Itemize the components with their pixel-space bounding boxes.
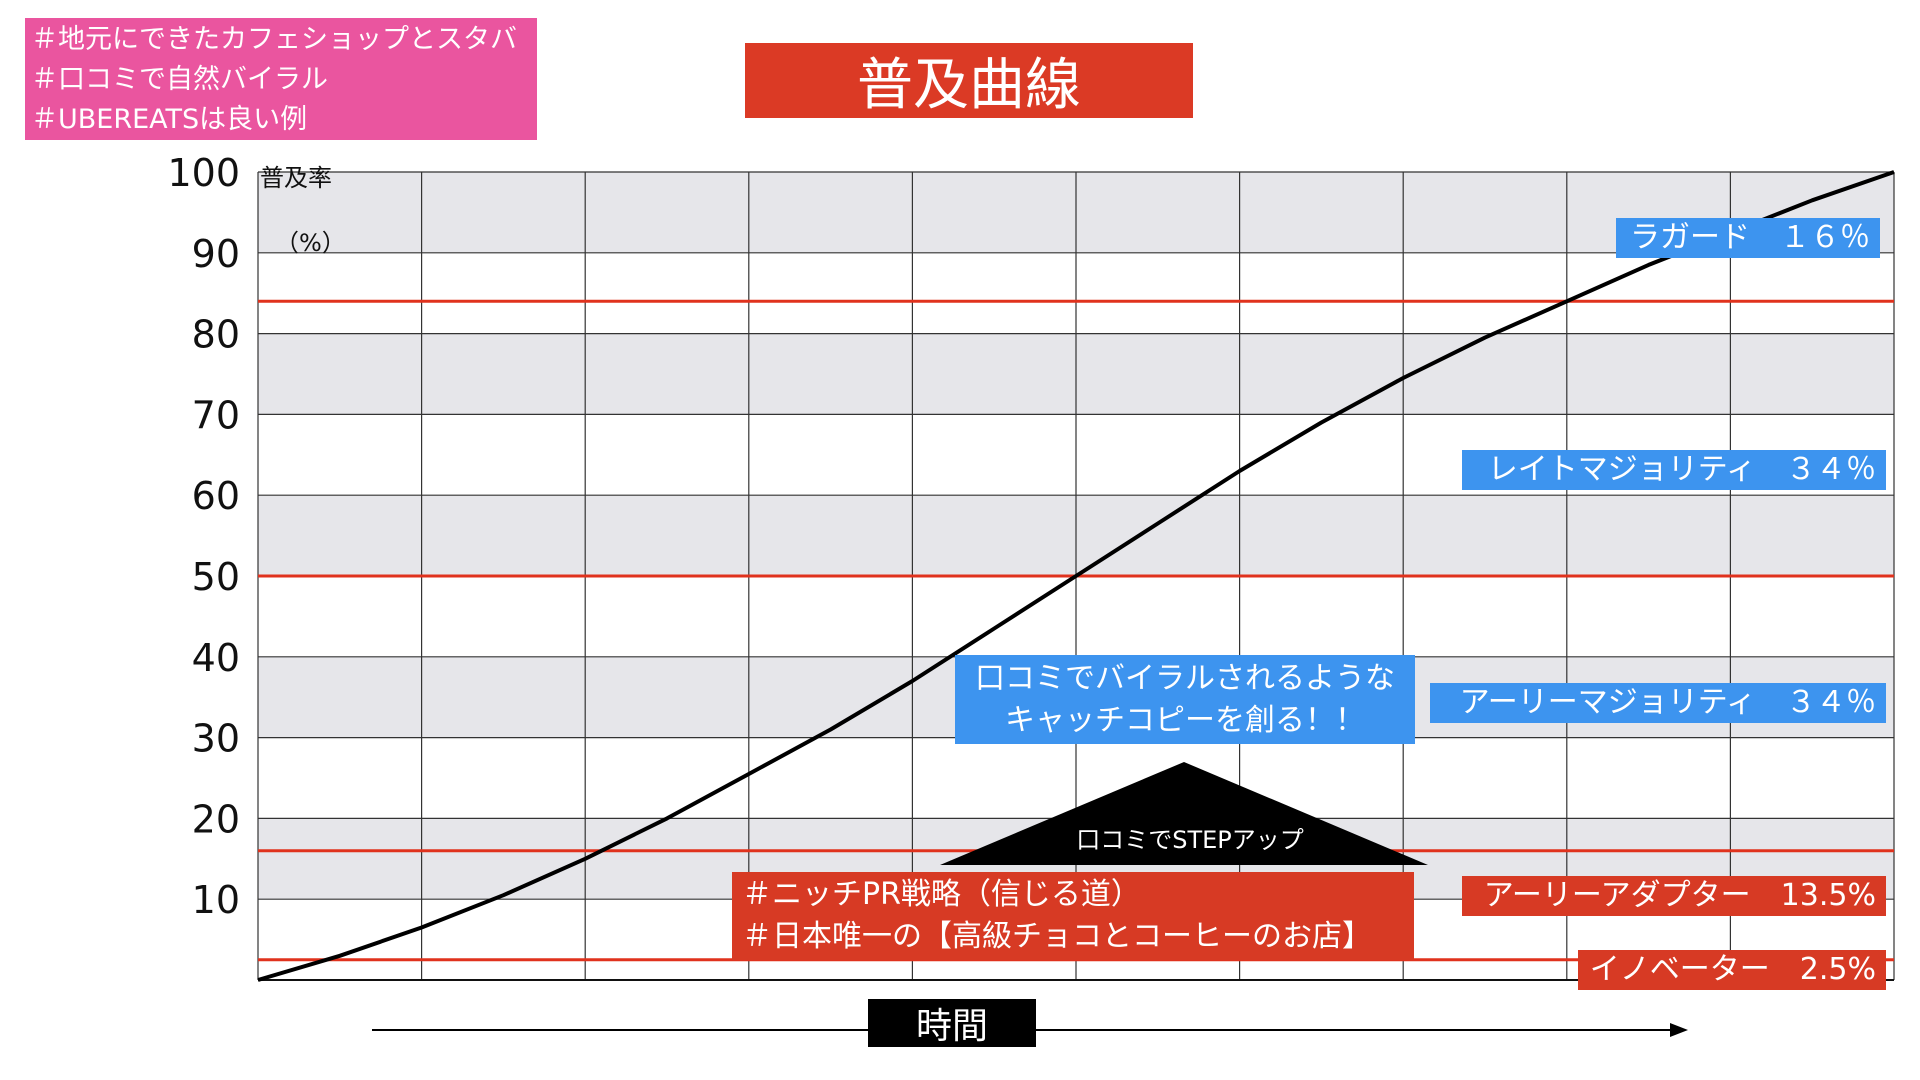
step-up-triangle	[940, 762, 1428, 865]
y-tick-label-10: 10	[192, 878, 240, 922]
y-tick-label-40: 40	[192, 636, 240, 680]
strategy-line-1: ＃ニッチPR戦略（信じる道）	[742, 877, 1141, 912]
y-axis-label: 普及率	[260, 164, 332, 192]
strategy-line-2: ＃日本唯一の【高級チョコとコーヒーのお店】	[742, 919, 1372, 954]
segment-early-majority-label: アーリーマジョリティ ３４％	[1430, 683, 1886, 723]
y-tick-label-30: 30	[192, 717, 240, 761]
chart-title: 普及曲線	[745, 43, 1193, 118]
y-axis-unit: （%）	[275, 229, 346, 257]
y-tick-label-50: 50	[192, 555, 240, 599]
y-tick-label-80: 80	[192, 313, 240, 357]
segment-late-majority-label: レイトマジョリティ ３４％	[1462, 450, 1886, 490]
y-tick-label-100: 100	[167, 151, 240, 195]
hashtag-cafe: ＃地元にできたカフェショップとスタバ	[31, 24, 517, 55]
hashtag-box: ＃地元にできたカフェショップとスタバ ＃口コミで自然バイラル ＃UBEREATS…	[25, 18, 537, 140]
hashtag-word-of-mouth: ＃口コミで自然バイラル	[31, 64, 328, 95]
hashtag-ubereats: ＃UBEREATSは良い例	[31, 104, 308, 135]
adoption-curve	[257, 170, 1895, 982]
callout-line-1: 口コミでバイラルされるような	[975, 661, 1395, 696]
y-tick-label-60: 60	[192, 474, 240, 518]
x-axis-label: 時間	[868, 999, 1036, 1047]
catchcopy-callout: 口コミでバイラルされるような キャッチコピーを創る！！	[955, 655, 1415, 744]
segment-early-adopters-label: アーリーアダプター 13.5%	[1462, 876, 1886, 916]
step-up-label: 口コミでSTEPアップ	[1076, 826, 1304, 854]
segment-laggards-label: ラガード １６％	[1616, 218, 1880, 258]
segment-innovators-label: イノベーター 2.5%	[1578, 950, 1886, 990]
time-arrow-head	[1670, 1023, 1688, 1037]
y-tick-label-20: 20	[192, 797, 240, 841]
y-tick-label-90: 90	[192, 232, 240, 276]
strategy-box: ＃ニッチPR戦略（信じる道） ＃日本唯一の【高級チョコとコーヒーのお店】	[732, 872, 1414, 960]
y-tick-label-70: 70	[192, 393, 240, 437]
callout-line-2: キャッチコピーを創る！！	[1005, 703, 1365, 738]
